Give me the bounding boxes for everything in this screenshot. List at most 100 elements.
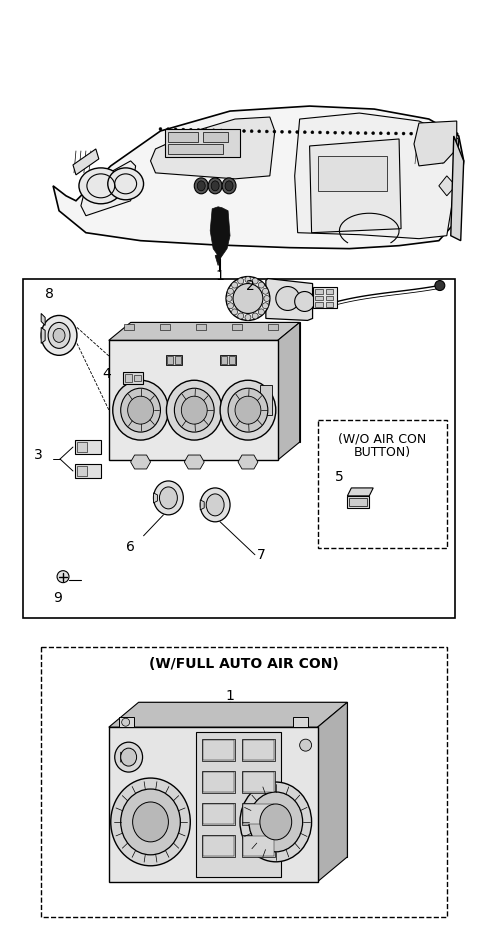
Bar [160, 324, 169, 330]
Ellipse shape [128, 396, 154, 425]
Ellipse shape [167, 128, 169, 131]
Ellipse shape [174, 128, 177, 131]
Polygon shape [154, 493, 157, 502]
Ellipse shape [235, 130, 238, 133]
Bar [168, 132, 198, 142]
Bar [175, 356, 181, 364]
Ellipse shape [260, 804, 292, 840]
Text: 3: 3 [35, 448, 43, 462]
Bar [242, 739, 275, 761]
Ellipse shape [334, 132, 336, 134]
Polygon shape [53, 106, 464, 248]
Bar [203, 836, 234, 856]
Bar [221, 356, 227, 364]
Ellipse shape [189, 128, 192, 132]
Bar [325, 288, 334, 294]
Ellipse shape [120, 748, 137, 766]
Ellipse shape [115, 743, 143, 772]
Ellipse shape [372, 132, 375, 134]
Bar [260, 386, 272, 415]
Ellipse shape [204, 129, 207, 132]
Bar [125, 375, 132, 382]
Bar [77, 466, 87, 476]
Bar [109, 340, 278, 460]
Bar [312, 286, 337, 309]
Ellipse shape [245, 314, 251, 321]
Text: (W/O AIR CON: (W/O AIR CON [338, 432, 426, 445]
Text: (W/FULL AUTO AIR CON): (W/FULL AUTO AIR CON) [149, 657, 339, 671]
Polygon shape [295, 113, 459, 238]
Text: 4: 4 [102, 367, 111, 381]
Bar [318, 156, 387, 191]
Ellipse shape [228, 303, 233, 309]
Bar [229, 356, 235, 364]
Ellipse shape [208, 178, 222, 194]
Bar [203, 132, 228, 142]
Polygon shape [215, 253, 222, 266]
Ellipse shape [252, 278, 258, 284]
Bar [109, 727, 318, 882]
Bar [349, 498, 367, 506]
Ellipse shape [249, 792, 302, 852]
Bar [203, 772, 234, 792]
Bar [202, 803, 235, 825]
Ellipse shape [238, 278, 244, 284]
Ellipse shape [258, 309, 264, 315]
Ellipse shape [258, 282, 264, 288]
Ellipse shape [440, 133, 443, 135]
Ellipse shape [276, 286, 300, 311]
Polygon shape [200, 500, 204, 510]
Ellipse shape [132, 802, 168, 842]
Bar [75, 464, 101, 478]
Ellipse shape [197, 129, 200, 132]
Ellipse shape [167, 380, 222, 440]
Ellipse shape [200, 488, 230, 522]
Ellipse shape [263, 288, 268, 294]
Ellipse shape [235, 396, 261, 425]
Polygon shape [278, 323, 300, 460]
Ellipse shape [364, 132, 367, 134]
Bar [314, 288, 323, 294]
Text: 2: 2 [246, 278, 254, 293]
Polygon shape [109, 323, 300, 340]
Polygon shape [210, 207, 230, 259]
Ellipse shape [379, 132, 382, 134]
Bar [318, 420, 447, 548]
Ellipse shape [245, 276, 251, 283]
Bar [314, 302, 323, 308]
Polygon shape [184, 455, 204, 469]
Ellipse shape [263, 303, 268, 309]
Ellipse shape [232, 282, 238, 288]
Ellipse shape [206, 494, 224, 515]
Ellipse shape [300, 739, 312, 751]
Ellipse shape [232, 309, 238, 315]
Ellipse shape [455, 133, 458, 135]
Polygon shape [348, 488, 373, 496]
Bar [196, 324, 206, 330]
Ellipse shape [120, 789, 180, 855]
Ellipse shape [425, 133, 428, 135]
Ellipse shape [295, 291, 314, 311]
Ellipse shape [395, 132, 397, 135]
Bar [314, 296, 323, 300]
Polygon shape [41, 327, 45, 343]
Ellipse shape [225, 181, 233, 191]
Bar [243, 772, 274, 792]
Ellipse shape [387, 132, 390, 134]
Ellipse shape [228, 388, 268, 432]
Ellipse shape [220, 129, 223, 132]
Bar [167, 355, 182, 365]
Ellipse shape [264, 296, 270, 301]
Bar [268, 324, 278, 330]
Ellipse shape [303, 131, 306, 133]
Polygon shape [131, 455, 151, 469]
Ellipse shape [409, 133, 413, 135]
Polygon shape [131, 323, 300, 442]
Text: BUTTON): BUTTON) [354, 446, 411, 459]
Bar [202, 771, 235, 793]
Ellipse shape [154, 481, 183, 514]
Polygon shape [238, 455, 258, 469]
Ellipse shape [238, 313, 244, 319]
Bar [168, 356, 173, 364]
Ellipse shape [120, 388, 160, 432]
